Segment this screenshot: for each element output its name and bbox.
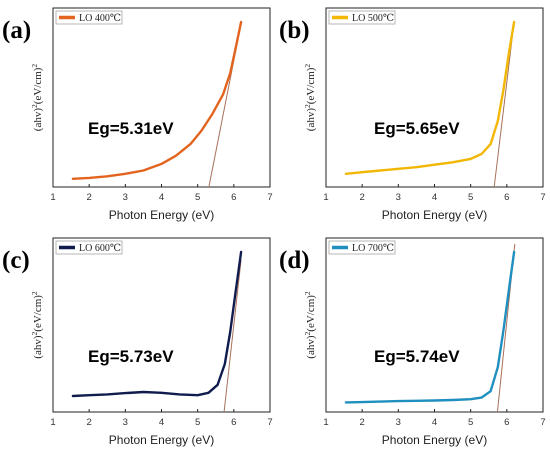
tangent-line (223, 259, 242, 413)
y-axis-label: (ahv)2(eV/cm)2 (30, 291, 45, 359)
x-axis-label: Photon Energy (eV) (109, 208, 214, 222)
x-tick-label: 5 (468, 192, 473, 203)
plot-frame (325, 237, 544, 413)
band-gap-annotation: Eg=5.73eV (88, 347, 174, 366)
legend-label: LO 400℃ (79, 13, 121, 24)
x-tick-label: 3 (396, 417, 401, 428)
y-label-superscript: 2 (30, 331, 39, 335)
x-tick-label: 1 (323, 417, 328, 428)
x-tick-label: 6 (504, 417, 509, 428)
x-tick-label: 1 (50, 417, 55, 428)
legend-box (328, 240, 396, 255)
legend: LO 600℃ (55, 240, 123, 255)
legend-box (55, 10, 123, 25)
x-tick-label: 2 (360, 192, 365, 203)
y-axis-label: (ahv)2(eV/cm)2 (303, 64, 318, 132)
band-gap-annotation: Eg=5.31eV (88, 119, 174, 138)
x-tick-label: 3 (123, 417, 128, 428)
band-gap-annotation: Eg=5.74eV (374, 347, 460, 366)
x-tick-label: 1 (323, 192, 328, 203)
x-tick-label: 7 (540, 417, 545, 428)
x-tick-label: 4 (432, 417, 437, 428)
x-tick-label: 4 (159, 417, 164, 428)
x-tick-label: 5 (195, 192, 200, 203)
panel-label: (c) (2, 247, 30, 274)
legend-label: LO 500℃ (352, 13, 394, 24)
tangent-line (493, 21, 515, 188)
series-line (71, 250, 243, 398)
y-label-superscript: 2 (303, 331, 312, 335)
plot-frame (52, 237, 271, 413)
panel-label: (d) (279, 247, 310, 274)
x-tick-label: 6 (504, 192, 509, 203)
x-tick-label: 7 (267, 192, 272, 203)
x-tick-label: 2 (87, 192, 92, 203)
plot-frame (325, 7, 544, 188)
x-tick-label: 5 (195, 417, 200, 428)
y-label-text: (eV/cm) (305, 295, 317, 332)
legend-box (55, 240, 123, 255)
series-line (71, 20, 243, 180)
x-tick-label: 3 (396, 192, 401, 203)
band-gap-annotation: Eg=5.65eV (374, 119, 460, 138)
y-label-text: (ahv) (305, 335, 317, 359)
legend: LO 400℃ (55, 10, 123, 25)
x-tick-label: 5 (468, 417, 473, 428)
x-tick-label: 4 (432, 192, 437, 203)
y-axis-label: (ahv)2(eV/cm)2 (30, 64, 45, 132)
x-axis-label: Photon Energy (eV) (382, 433, 487, 447)
x-tick-label: 3 (123, 192, 128, 203)
y-label-superscript: 2 (303, 291, 312, 295)
y-label-superscript: 2 (303, 104, 312, 108)
y-label-superscript: 2 (303, 64, 312, 68)
y-label-text: (eV/cm) (305, 67, 317, 104)
x-axis-label: Photon Energy (eV) (382, 208, 487, 222)
x-axis-label: Photon Energy (eV) (109, 433, 214, 447)
x-tick-label: 6 (231, 417, 236, 428)
x-tick-label: 4 (159, 192, 164, 203)
x-tick-label: 2 (87, 417, 92, 428)
series-line (344, 20, 516, 175)
y-label-text: (eV/cm) (32, 67, 44, 104)
y-label-superscript: 2 (30, 64, 39, 68)
series-line (344, 250, 516, 404)
x-tick-label: 1 (50, 192, 55, 203)
y-axis-label: (ahv)2(eV/cm)2 (303, 291, 318, 359)
panel-label: (b) (279, 17, 310, 44)
y-label-text: (ahv) (32, 335, 44, 359)
y-label-text: (ahv) (305, 108, 317, 132)
x-tick-label: 6 (231, 192, 236, 203)
y-label-superscript: 2 (30, 291, 39, 295)
x-tick-label: 7 (540, 192, 545, 203)
y-label-superscript: 2 (30, 104, 39, 108)
legend-box (328, 10, 396, 25)
legend: LO 500℃ (328, 10, 396, 25)
x-tick-label: 2 (360, 417, 365, 428)
y-label-text: (ahv) (32, 108, 44, 132)
y-label-text: (eV/cm) (32, 295, 44, 332)
legend-label: LO 700℃ (352, 243, 394, 254)
legend-label: LO 600℃ (79, 243, 121, 254)
legend: LO 700℃ (328, 240, 396, 255)
x-tick-label: 7 (267, 417, 272, 428)
panel-label: (a) (2, 17, 31, 44)
